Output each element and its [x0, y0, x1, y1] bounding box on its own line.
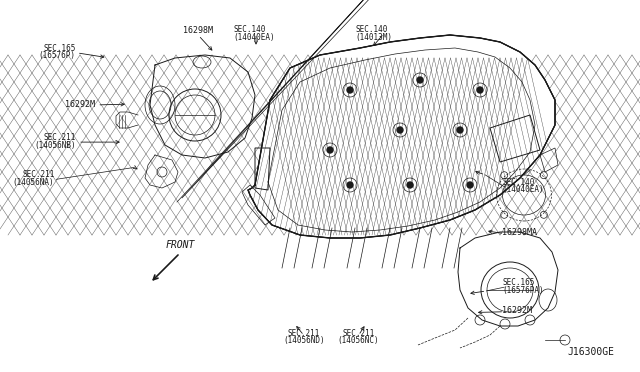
Circle shape [397, 127, 403, 133]
Text: SEC.211: SEC.211 [22, 170, 54, 179]
Polygon shape [248, 35, 555, 238]
Circle shape [467, 182, 473, 188]
Text: 16292M: 16292M [502, 306, 532, 315]
Circle shape [347, 182, 353, 188]
Text: SEC.165: SEC.165 [43, 44, 76, 53]
Text: (14040EA): (14040EA) [234, 33, 275, 42]
Text: J16300GE: J16300GE [568, 347, 614, 357]
Text: SEC.211: SEC.211 [43, 133, 76, 142]
Text: (14013M): (14013M) [355, 33, 392, 42]
Text: SEC.211: SEC.211 [288, 329, 320, 338]
Text: (14056NA): (14056NA) [13, 178, 54, 187]
Text: SEC.165: SEC.165 [502, 278, 535, 287]
Text: (14056NC): (14056NC) [337, 336, 380, 345]
Text: 16292M: 16292M [65, 100, 95, 109]
Circle shape [477, 87, 483, 93]
Circle shape [457, 127, 463, 133]
Text: SEC.140: SEC.140 [234, 25, 266, 34]
Text: (14040EA): (14040EA) [502, 185, 544, 194]
Text: (16576PA): (16576PA) [502, 286, 544, 295]
Text: (14056ND): (14056ND) [283, 336, 325, 345]
Text: SEC.140: SEC.140 [502, 178, 535, 187]
Text: FRONT: FRONT [165, 240, 195, 250]
Text: 16298MA: 16298MA [502, 228, 538, 237]
Circle shape [347, 87, 353, 93]
Text: SEC.211: SEC.211 [342, 329, 374, 338]
Text: SEC.140: SEC.140 [355, 25, 388, 34]
Circle shape [417, 77, 423, 83]
Text: (14056NB): (14056NB) [34, 141, 76, 150]
Circle shape [327, 147, 333, 153]
Text: 16298M: 16298M [184, 26, 213, 35]
Text: (16576P): (16576P) [38, 51, 76, 60]
Circle shape [407, 182, 413, 188]
